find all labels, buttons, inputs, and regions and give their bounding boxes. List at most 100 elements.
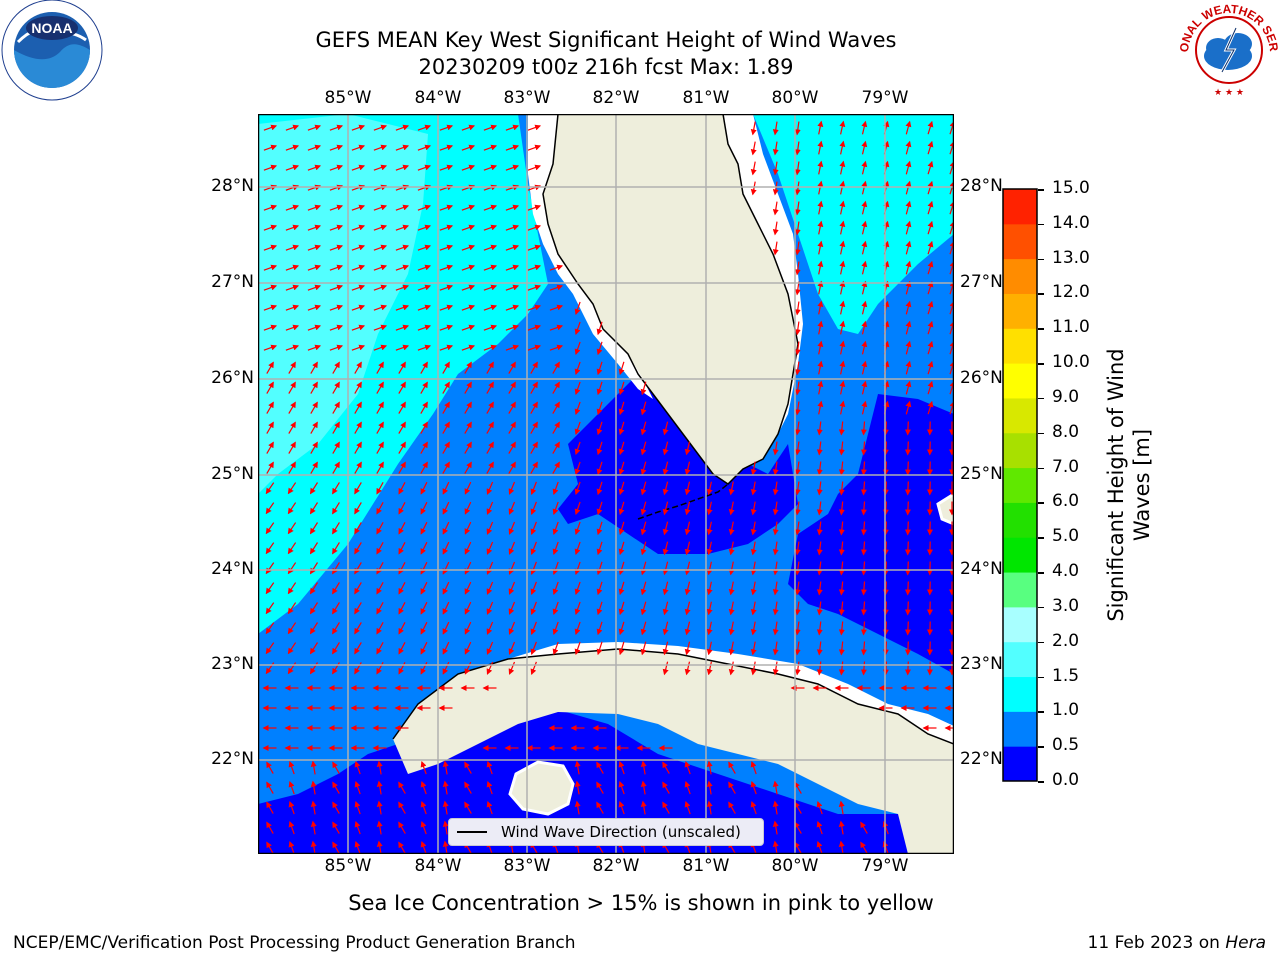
wave-direction-arrow bbox=[439, 304, 454, 311]
wave-direction-arrow bbox=[486, 641, 494, 655]
wave-direction-arrow bbox=[439, 224, 454, 231]
wave-direction-arrow bbox=[266, 381, 274, 394]
florida-west-fringe bbox=[528, 114, 653, 399]
wave-direction-arrow bbox=[417, 284, 432, 291]
wave-direction-arrow bbox=[420, 541, 428, 555]
wave-direction-arrow bbox=[706, 581, 713, 596]
wave-direction-arrow bbox=[439, 244, 454, 251]
wave-direction-arrow bbox=[354, 602, 362, 615]
wave-direction-arrow bbox=[640, 601, 647, 616]
wave-direction-arrow bbox=[417, 224, 432, 231]
wave-direction-arrow bbox=[574, 581, 581, 596]
wave-direction-arrow bbox=[464, 801, 472, 814]
wave-direction-arrow bbox=[398, 841, 406, 854]
wave-direction-arrow bbox=[332, 421, 340, 434]
wave-direction-arrow bbox=[684, 541, 691, 556]
wave-direction-arrow bbox=[596, 481, 603, 496]
wave-direction-arrow bbox=[508, 581, 516, 595]
wave-direction-arrow bbox=[508, 621, 516, 635]
wave-direction-arrow bbox=[329, 344, 344, 351]
wave-direction-arrow bbox=[373, 244, 388, 251]
wave-direction-arrow bbox=[860, 421, 867, 436]
wave-direction-arrow bbox=[552, 501, 559, 516]
wave-direction-arrow bbox=[266, 461, 274, 474]
wave-direction-arrow bbox=[464, 401, 472, 414]
colorbar-tick-label: 1.5 bbox=[1052, 665, 1080, 686]
wave-direction-arrow bbox=[662, 581, 669, 596]
wave-direction-arrow bbox=[772, 221, 779, 236]
wave-direction-arrow bbox=[772, 541, 779, 556]
wave-direction-arrow bbox=[794, 641, 801, 656]
wave-direction-arrow bbox=[373, 284, 388, 291]
wave-direction-arrow bbox=[442, 840, 449, 854]
colorbar-segment bbox=[1003, 467, 1037, 503]
wave-direction-arrow bbox=[332, 522, 340, 535]
wave-direction-arrow bbox=[905, 320, 912, 335]
wave-direction-arrow bbox=[662, 561, 669, 576]
wave-direction-arrow bbox=[574, 561, 581, 576]
wave-direction-arrow bbox=[640, 621, 647, 636]
lat-tick-label-right: 27°N bbox=[960, 272, 1003, 292]
wave-direction-arrow bbox=[817, 380, 824, 395]
wave-direction-arrow bbox=[417, 324, 432, 331]
wave-direction-arrow bbox=[794, 401, 801, 416]
wave-direction-arrow bbox=[860, 461, 867, 476]
wave-direction-arrow bbox=[904, 601, 911, 616]
colorbar-tick-mark bbox=[1038, 223, 1044, 226]
wave-direction-arrow bbox=[395, 224, 410, 231]
wave-direction-arrow bbox=[442, 641, 450, 655]
wave-direction-arrow bbox=[750, 181, 757, 196]
colorbar-tick-label: 1.0 bbox=[1052, 700, 1080, 721]
wave-direction-arrow bbox=[310, 820, 317, 835]
lat-tick-label-left: 26°N bbox=[211, 368, 254, 388]
wave-direction-arrow bbox=[574, 301, 581, 316]
wave-direction-arrow bbox=[596, 801, 604, 814]
footer-date: 11 Feb 2023 on Hera bbox=[1087, 933, 1266, 953]
wave-direction-arrow bbox=[309, 482, 319, 495]
wave-direction-arrow bbox=[860, 581, 867, 596]
wave-direction-arrow bbox=[486, 481, 494, 495]
wave-direction-arrow bbox=[794, 241, 801, 256]
wave-direction-arrow bbox=[505, 284, 520, 291]
wave-direction-arrow bbox=[442, 581, 450, 595]
wave-direction-arrow bbox=[905, 140, 912, 155]
wave-direction-arrow bbox=[461, 304, 476, 311]
wave-direction-arrow bbox=[527, 224, 542, 231]
wave-direction-arrow bbox=[508, 361, 516, 374]
wave-direction-arrow bbox=[750, 621, 757, 636]
wave-direction-arrow bbox=[354, 800, 361, 815]
wave-direction-arrow bbox=[816, 820, 823, 835]
wave-direction-arrow bbox=[750, 161, 757, 176]
wave-direction-arrow bbox=[354, 820, 361, 835]
wave-direction-arrow bbox=[861, 240, 868, 255]
wave-direction-arrow bbox=[505, 264, 520, 271]
wave-direction-arrow bbox=[838, 641, 845, 656]
colorbar-tick-label: 14.0 bbox=[1052, 212, 1090, 233]
wave-direction-arrow bbox=[376, 522, 384, 535]
wave-direction-arrow bbox=[838, 621, 845, 636]
colorbar-segment bbox=[1003, 328, 1037, 364]
wave-direction-arrow bbox=[263, 124, 278, 131]
wave-direction-arrow bbox=[816, 641, 823, 656]
wave-direction-arrow bbox=[596, 461, 603, 476]
wave-direction-arrow bbox=[417, 304, 432, 311]
wave-direction-arrow bbox=[307, 204, 322, 211]
wave-direction-arrow bbox=[794, 301, 801, 316]
wave-direction-arrow bbox=[373, 264, 388, 271]
wave-direction-arrow bbox=[332, 562, 340, 575]
wave-direction-arrow bbox=[332, 781, 340, 794]
wave-direction-arrow bbox=[574, 521, 581, 536]
wave-direction-arrow bbox=[376, 361, 384, 374]
wave-direction-arrow bbox=[552, 461, 560, 474]
wave-direction-arrow bbox=[904, 441, 911, 456]
wave-direction-arrow bbox=[287, 642, 297, 655]
lat-tick-label-left: 25°N bbox=[211, 464, 254, 484]
wave-direction-arrow bbox=[508, 521, 516, 535]
wave-direction-arrow bbox=[332, 361, 340, 374]
wave-direction-arrow bbox=[373, 144, 388, 151]
wave-direction-arrow bbox=[354, 562, 362, 575]
wave-direction-arrow bbox=[354, 840, 361, 854]
wave-direction-arrow bbox=[309, 582, 319, 595]
wave-direction-arrow bbox=[285, 164, 300, 171]
wave-direction-arrow bbox=[266, 401, 274, 414]
